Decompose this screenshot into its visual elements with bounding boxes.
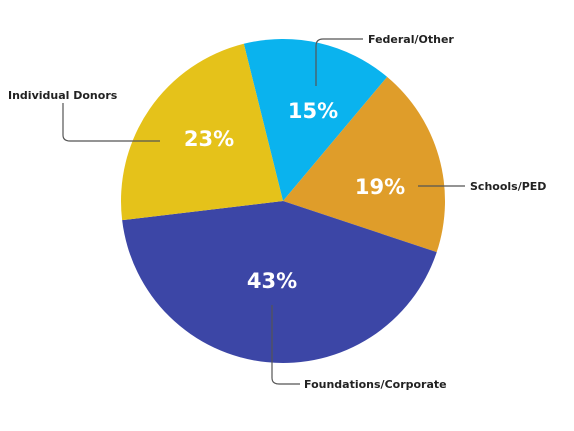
- slice-percent-foundations-corporate: 43%: [247, 269, 297, 293]
- pie-slices: [121, 38, 446, 364]
- slice-label-federal-other: Federal/Other: [368, 33, 454, 46]
- slice-label-foundations-corporate: Foundations/Corporate: [304, 378, 447, 391]
- pie-slice-individual-donors: [121, 43, 283, 221]
- leader-line-foundations-corporate: [271, 305, 300, 385]
- leader-line-federal-other: [315, 38, 363, 86]
- pie-slice-foundations-corporate: [122, 201, 437, 364]
- pie-slice-schools-ped: [283, 76, 446, 253]
- pie-slice-federal-other: [243, 38, 388, 202]
- slice-percent-federal-other: 15%: [288, 99, 338, 123]
- slice-label-schools-ped: Schools/PED: [470, 180, 546, 193]
- leader-line-individual-donors: [62, 103, 160, 142]
- slice-percent-individual-donors: 23%: [184, 127, 234, 151]
- slice-percent-schools-ped: 19%: [355, 175, 405, 199]
- slice-label-individual-donors: Individual Donors: [8, 89, 118, 102]
